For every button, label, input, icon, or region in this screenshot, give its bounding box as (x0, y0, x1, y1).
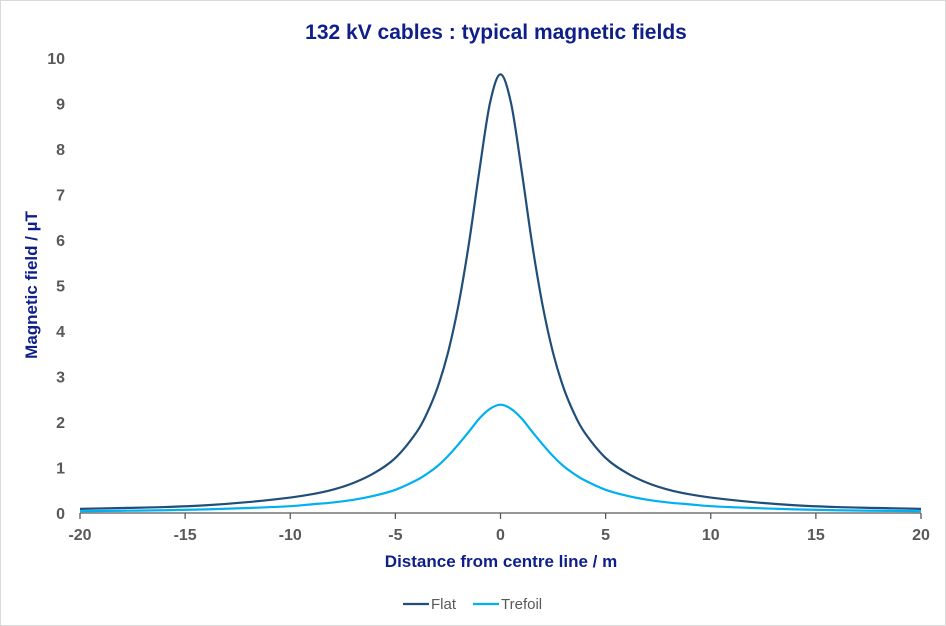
y-tick-label: 3 (56, 370, 65, 387)
legend-label-flat: Flat (431, 596, 457, 613)
series-line-trefoil (79, 403, 922, 513)
x-tick-label: 0 (496, 527, 505, 544)
y-axis-title: Magnetic field / µT (22, 211, 41, 359)
legend-label-trefoil: Trefoil (501, 596, 542, 613)
y-tick-label: 2 (56, 415, 65, 432)
y-tick-label: 6 (56, 233, 65, 250)
x-axis-title: Distance from centre line / m (385, 552, 617, 571)
chart-title: 132 kV cables : typical magnetic fields (305, 21, 687, 44)
x-tick-label: -10 (279, 527, 302, 544)
y-tick-label: 4 (56, 324, 65, 341)
y-tick-label: 0 (56, 506, 65, 523)
x-tick-label: 15 (807, 527, 825, 544)
y-tick-label: 1 (56, 461, 65, 478)
x-tick-label: 5 (601, 527, 610, 544)
x-tick-label: 10 (702, 527, 720, 544)
series-line-flat (79, 73, 922, 511)
y-tick-label: 9 (56, 97, 65, 114)
x-tick-label: -5 (388, 527, 402, 544)
x-tick-label: -15 (174, 527, 197, 544)
y-tick-label: 10 (47, 51, 65, 68)
y-tick-label: 5 (56, 279, 65, 296)
x-tick-label: -20 (68, 527, 91, 544)
y-tick-label: 8 (56, 142, 65, 159)
x-tick-label: 20 (912, 527, 930, 544)
y-tick-label: 7 (56, 188, 65, 205)
